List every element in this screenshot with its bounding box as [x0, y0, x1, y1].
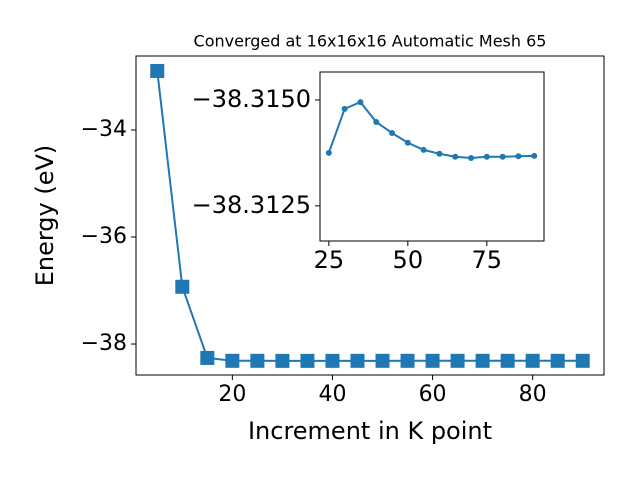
marker [450, 353, 465, 368]
marker [325, 149, 332, 156]
marker [531, 152, 538, 159]
marker [425, 353, 440, 368]
marker [483, 153, 490, 160]
x-tick-label: 20 [218, 382, 246, 407]
x-tick-label: 40 [318, 382, 346, 407]
y-tick-label: −38.3150 [192, 85, 311, 113]
marker [275, 353, 290, 368]
marker [150, 63, 165, 78]
y-tick-label: −38.3125 [192, 191, 311, 219]
marker [515, 153, 522, 160]
y-tick-label: −34 [81, 117, 127, 142]
marker [225, 353, 240, 368]
marker [468, 154, 475, 161]
marker [575, 353, 590, 368]
y-tick-label: −36 [81, 224, 127, 249]
marker [341, 105, 348, 112]
marker [404, 139, 411, 146]
marker [475, 353, 490, 368]
chart-title: Converged at 16x16x16 Automatic Mesh 65 [194, 32, 547, 51]
marker [300, 353, 315, 368]
y-axis-label: Energy (eV) [31, 145, 59, 287]
marker [550, 353, 565, 368]
marker [200, 350, 215, 365]
marker [436, 150, 443, 157]
marker [357, 99, 364, 106]
marker [400, 353, 415, 368]
x-tick-label: 50 [393, 246, 424, 274]
marker [250, 353, 265, 368]
marker [325, 353, 340, 368]
marker [525, 353, 540, 368]
x-tick-label: 80 [519, 382, 547, 407]
marker [373, 118, 380, 125]
marker [389, 129, 396, 136]
marker [175, 279, 190, 294]
x-tick-label: 60 [419, 382, 447, 407]
marker [375, 353, 390, 368]
marker [350, 353, 365, 368]
marker [500, 353, 515, 368]
marker [499, 153, 506, 160]
x-tick-label: 25 [314, 246, 345, 274]
marker [420, 146, 427, 153]
x-axis-label: Increment in K point [248, 417, 492, 445]
marker [452, 153, 459, 160]
y-tick-label: −38 [81, 331, 127, 356]
x-tick-label: 75 [472, 246, 503, 274]
